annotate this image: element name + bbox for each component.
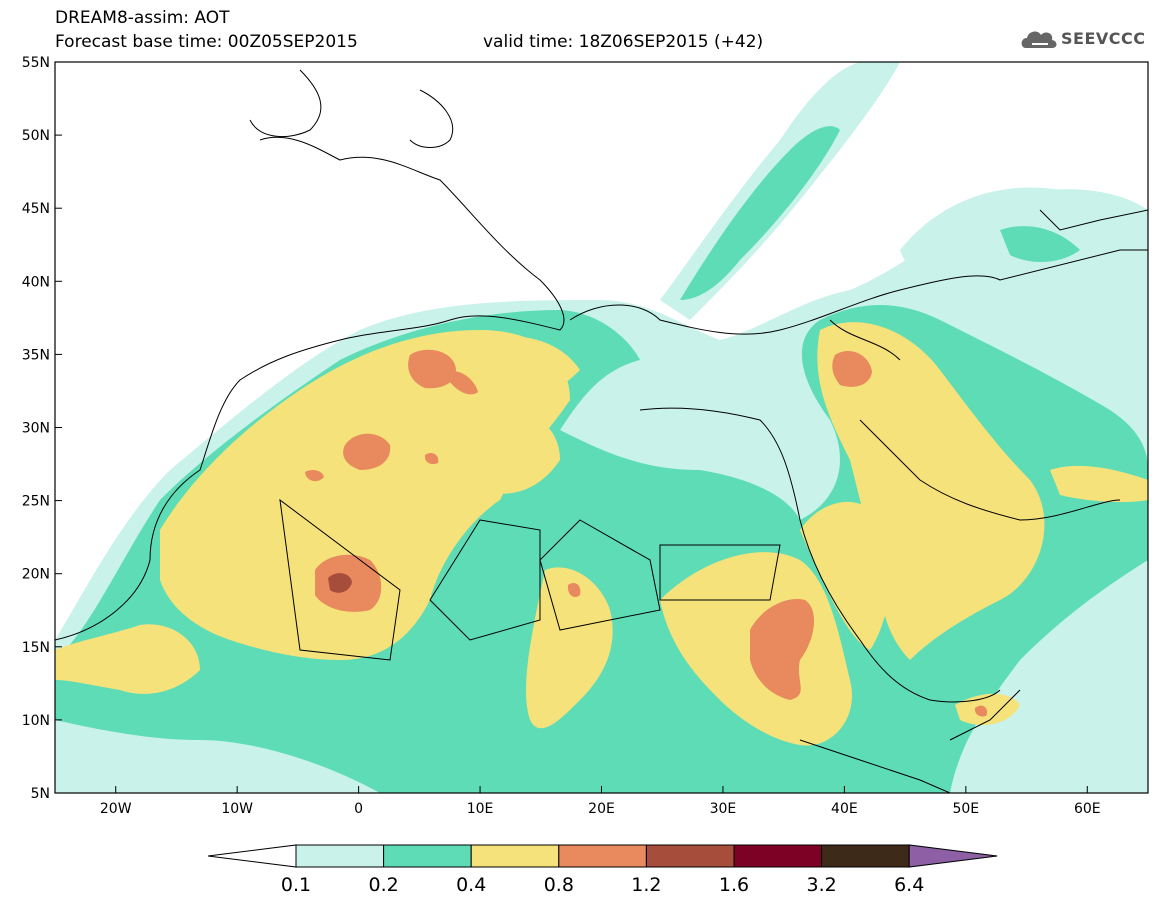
lon-label: 10E xyxy=(467,801,494,817)
lat-label: 55N xyxy=(22,55,50,71)
lat-label: 45N xyxy=(22,201,50,217)
lat-label: 20N xyxy=(22,567,50,583)
lat-label: 35N xyxy=(22,347,50,363)
lat-label: 50N xyxy=(22,128,50,144)
lon-label: 0 xyxy=(354,801,363,817)
colorbar-segment xyxy=(295,844,385,868)
aot-band-0.8-1.2 xyxy=(305,349,988,717)
lon-label: 20W xyxy=(100,801,132,817)
latitude-axis: 55N 50N 45N 40N 35N 30N 25N 20N 15N 10N 5N xyxy=(22,55,62,802)
lat-label: 15N xyxy=(22,640,50,656)
colorbar-segment xyxy=(821,844,910,868)
lat-label: 30N xyxy=(22,421,50,437)
lon-label: 50E xyxy=(952,801,979,817)
colorbar-segment xyxy=(733,844,823,868)
colorbar-label: 1.6 xyxy=(719,874,749,896)
map-title: DREAM8-assim: AOT xyxy=(55,8,230,28)
aot-colorbar: 0.1 0.2 0.4 0.8 1.2 1.6 3.2 6.4 xyxy=(207,844,998,896)
colorbar-high-arrow xyxy=(908,844,998,868)
colorbar-low-arrow xyxy=(207,844,297,868)
lon-label: 60E xyxy=(1074,801,1101,817)
colorbar-label: 3.2 xyxy=(806,874,836,896)
valid-time: valid time: 18Z06SEP2015 (+42) xyxy=(483,32,764,52)
lon-label: 20E xyxy=(588,801,615,817)
aot-band-0.4-0.8 xyxy=(55,322,1148,746)
lat-label: 10N xyxy=(22,713,50,729)
lon-label: 30E xyxy=(710,801,737,817)
aot-contours xyxy=(55,62,1148,793)
aot-band-1.2-1.6 xyxy=(328,573,352,593)
lat-label: 40N xyxy=(22,274,50,290)
colorbar-label: 0.8 xyxy=(544,874,574,896)
colorbar-segment xyxy=(558,844,647,868)
colorbar-label: 6.4 xyxy=(894,874,924,896)
lat-label: 5N xyxy=(31,786,50,802)
logo-text: SEEVCCC xyxy=(1061,29,1146,48)
country-borders xyxy=(55,69,1148,793)
colorbar-segment xyxy=(645,844,735,868)
colorbar-label: 0.4 xyxy=(456,874,486,896)
seevccc-logo: SEEVCCC xyxy=(1018,24,1148,56)
cloud-icon xyxy=(1021,31,1057,48)
colorbar-label: 0.1 xyxy=(281,874,311,896)
forecast-base-time: Forecast base time: 00Z05SEP2015 xyxy=(55,32,358,52)
colorbar-label: 0.2 xyxy=(368,874,398,896)
longitude-axis: 20W 10W 0 10E 20E 30E 40E 50E 60E xyxy=(100,786,1101,817)
colorbar-segment xyxy=(383,844,472,868)
lon-label: 40E xyxy=(831,801,858,817)
colorbar-segment xyxy=(470,844,560,868)
lon-label: 10W xyxy=(221,801,253,817)
lat-label: 25N xyxy=(22,494,50,510)
colorbar-label: 1.2 xyxy=(631,874,661,896)
